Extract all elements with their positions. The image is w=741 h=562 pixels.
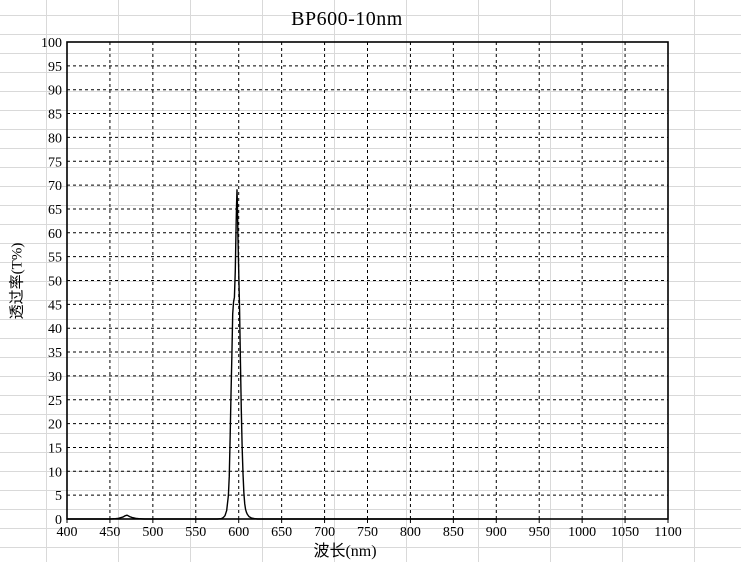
y-tick-label: 30: [48, 370, 62, 385]
y-tick-label: 15: [48, 441, 62, 456]
x-tick-label: 500: [142, 525, 163, 540]
y-tick-label: 35: [48, 346, 62, 361]
y-axis-labels: 0 5 10 15 20 25 30 35 40 45 50 55 60 65 70 75 80 85 90 95 10…: [41, 36, 62, 528]
x-tick-label: 950: [529, 525, 550, 540]
y-tick-label: 80: [48, 131, 62, 146]
y-tick-label: 55: [48, 251, 62, 266]
y-tick-label: 0: [55, 513, 62, 528]
transmittance-curve: [66, 189, 497, 520]
x-tick-label: 400: [57, 525, 78, 540]
y-tick-label: 100: [41, 36, 62, 51]
y-tick-label: 95: [48, 60, 62, 75]
x-tick-label: 600: [228, 525, 249, 540]
x-tick-label: 1100: [654, 525, 681, 540]
chart-title: BP600-10nm: [291, 8, 403, 30]
x-tick-label: 900: [486, 525, 507, 540]
x-axis-title: 波长(nm): [313, 543, 377, 560]
x-tick-label: 1050: [611, 525, 639, 540]
y-tick-label: 25: [48, 394, 62, 409]
y-tick-label: 5: [55, 489, 62, 504]
y-tick-label: 75: [48, 155, 62, 170]
y-tick-label: 90: [48, 84, 62, 99]
y-tick-label: 60: [48, 227, 62, 242]
x-tick-label: 450: [99, 525, 120, 540]
x-tick-label: 650: [271, 525, 292, 540]
x-tick-label: 750: [357, 525, 378, 540]
y-tick-label: 65: [48, 203, 62, 218]
y-tick-label: 70: [48, 179, 62, 194]
y-tick-label: 40: [48, 322, 62, 337]
y-tick-label: 85: [48, 108, 62, 123]
y-tick-label: 50: [48, 275, 62, 290]
x-tick-label: 1000: [568, 525, 596, 540]
y-axis-title: 透过率(T%): [9, 242, 26, 320]
x-tick-label: 800: [400, 525, 421, 540]
x-tick-label: 850: [443, 525, 464, 540]
y-tick-label: 20: [48, 418, 62, 433]
x-tick-label: 700: [314, 525, 335, 540]
y-tick-label: 45: [48, 298, 62, 313]
x-tick-label: 550: [185, 525, 206, 540]
y-tick-label: 10: [48, 465, 62, 480]
major-gridlines: [67, 42, 668, 519]
